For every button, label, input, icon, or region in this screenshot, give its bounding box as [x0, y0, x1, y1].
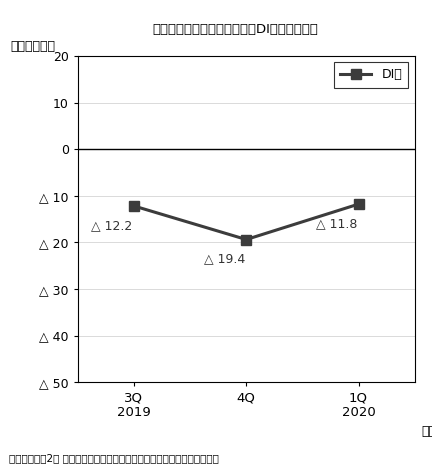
Text: （年）: （年） — [422, 425, 432, 438]
Text: （出所）「第2回 香港を取り巻くビジネス環境にかかるアンケート調査」: （出所）「第2回 香港を取り巻くビジネス環境にかかるアンケート調査」 — [9, 454, 219, 464]
Text: △ 19.4: △ 19.4 — [203, 253, 245, 266]
Line: DI値: DI値 — [129, 199, 363, 244]
DI値 — [131, 203, 137, 209]
Text: △ 12.2: △ 12.2 — [91, 219, 133, 232]
DI値 — [356, 201, 361, 207]
DI値 — [244, 237, 249, 242]
Text: （ポイント）: （ポイント） — [10, 40, 55, 53]
Text: 図　在香港の日系企業などのDI値（景況感）: 図 在香港の日系企業などのDI値（景況感） — [152, 23, 318, 36]
Legend: DI値: DI値 — [334, 62, 409, 88]
Text: △ 11.8: △ 11.8 — [316, 217, 357, 230]
